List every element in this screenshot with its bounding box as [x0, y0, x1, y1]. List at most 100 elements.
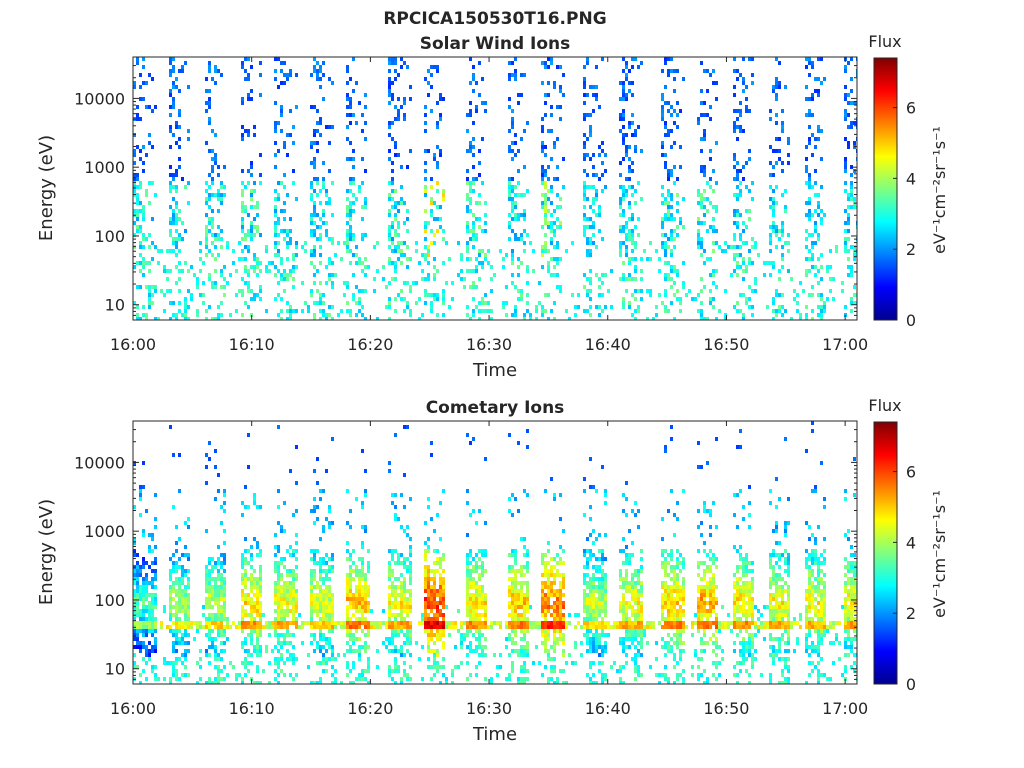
flux-pixel — [466, 193, 469, 197]
flux-pixel — [493, 273, 496, 277]
flux-pixel — [295, 309, 298, 313]
flux-pixel — [346, 541, 349, 545]
flux-pixel — [337, 241, 340, 245]
flux-pixel — [406, 305, 409, 309]
flux-pixel — [553, 573, 556, 577]
flux-pixel — [364, 489, 367, 493]
flux-pixel — [544, 581, 547, 585]
flux-pixel — [349, 557, 352, 561]
flux-pixel — [145, 653, 148, 657]
flux-pixel — [262, 669, 265, 673]
flux-pixel — [205, 237, 208, 241]
flux-pixel — [283, 641, 286, 645]
flux-pixel — [178, 209, 181, 213]
flux-pixel — [346, 213, 349, 217]
flux-pixel — [367, 549, 370, 553]
flux-pixel — [313, 249, 316, 253]
flux-pixel — [742, 81, 745, 85]
flux-pixel — [526, 293, 529, 297]
flux-pixel — [244, 269, 247, 273]
flux-pixel — [247, 249, 250, 253]
flux-pixel — [622, 261, 625, 265]
flux-pixel — [601, 293, 604, 297]
flux-pixel — [349, 589, 352, 593]
flux-pixel — [313, 301, 316, 305]
flux-pixel — [586, 57, 589, 61]
flux-pixel — [466, 205, 469, 209]
flux-pixel — [256, 545, 259, 549]
flux-pixel — [388, 257, 391, 261]
flux-pixel — [400, 65, 403, 69]
flux-pixel — [160, 625, 163, 629]
flux-pixel — [136, 605, 139, 609]
flux-pixel — [250, 237, 253, 241]
flux-pixel — [442, 581, 445, 585]
flux-pixel — [403, 221, 406, 225]
flux-pixel — [136, 565, 139, 569]
flux-pixel — [220, 621, 223, 625]
flux-pixel — [199, 621, 202, 625]
flux-pixel — [250, 661, 253, 665]
flux-pixel — [562, 185, 565, 189]
flux-pixel — [817, 129, 820, 133]
flux-pixel — [289, 73, 292, 77]
flux-pixel — [622, 213, 625, 217]
flux-pixel — [667, 213, 670, 217]
flux-pixel — [424, 549, 427, 553]
flux-pixel — [670, 129, 673, 133]
flux-pixel — [319, 589, 322, 593]
flux-pixel — [364, 93, 367, 97]
flux-pixel — [598, 105, 601, 109]
flux-pixel — [382, 277, 385, 281]
flux-pixel — [748, 57, 751, 61]
flux-pixel — [178, 233, 181, 237]
flux-pixel — [589, 281, 592, 285]
flux-pixel — [349, 313, 352, 317]
flux-pixel — [211, 605, 214, 609]
flux-pixel — [469, 257, 472, 261]
flux-pixel — [712, 225, 715, 229]
flux-pixel — [142, 245, 145, 249]
flux-pixel — [481, 597, 484, 601]
flux-pixel — [274, 197, 277, 201]
flux-pixel — [349, 209, 352, 213]
flux-pixel — [781, 245, 784, 249]
flux-pixel — [277, 621, 280, 625]
flux-pixel — [478, 509, 481, 513]
flux-pixel — [739, 101, 742, 105]
flux-pixel — [556, 677, 559, 681]
flux-pixel — [310, 289, 313, 293]
flux-pixel — [142, 205, 145, 209]
flux-pixel — [268, 269, 271, 273]
flux-pixel — [277, 589, 280, 593]
flux-pixel — [718, 309, 721, 313]
colorbar — [873, 57, 898, 321]
flux-pixel — [151, 301, 154, 305]
flux-pixel — [379, 625, 382, 629]
flux-pixel — [280, 109, 283, 113]
flux-pixel — [349, 625, 352, 629]
flux-pixel — [466, 573, 469, 577]
flux-pixel — [427, 665, 430, 669]
flux-pixel — [541, 141, 544, 145]
flux-pixel — [313, 593, 316, 597]
flux-pixel — [700, 237, 703, 241]
flux-pixel — [514, 77, 517, 81]
flux-pixel — [508, 553, 511, 557]
flux-pixel — [808, 61, 811, 65]
flux-pixel — [700, 221, 703, 225]
flux-pixel — [466, 129, 469, 133]
flux-pixel — [286, 245, 289, 249]
flux-pixel — [361, 261, 364, 265]
flux-pixel — [361, 597, 364, 601]
flux-pixel — [313, 561, 316, 565]
flux-pixel — [154, 517, 157, 521]
flux-pixel — [367, 593, 370, 597]
flux-pixel — [397, 585, 400, 589]
flux-pixel — [151, 621, 154, 625]
flux-pixel — [526, 265, 529, 269]
flux-pixel — [322, 593, 325, 597]
flux-pixel — [358, 597, 361, 601]
flux-pixel — [529, 605, 532, 609]
flux-pixel — [751, 73, 754, 77]
